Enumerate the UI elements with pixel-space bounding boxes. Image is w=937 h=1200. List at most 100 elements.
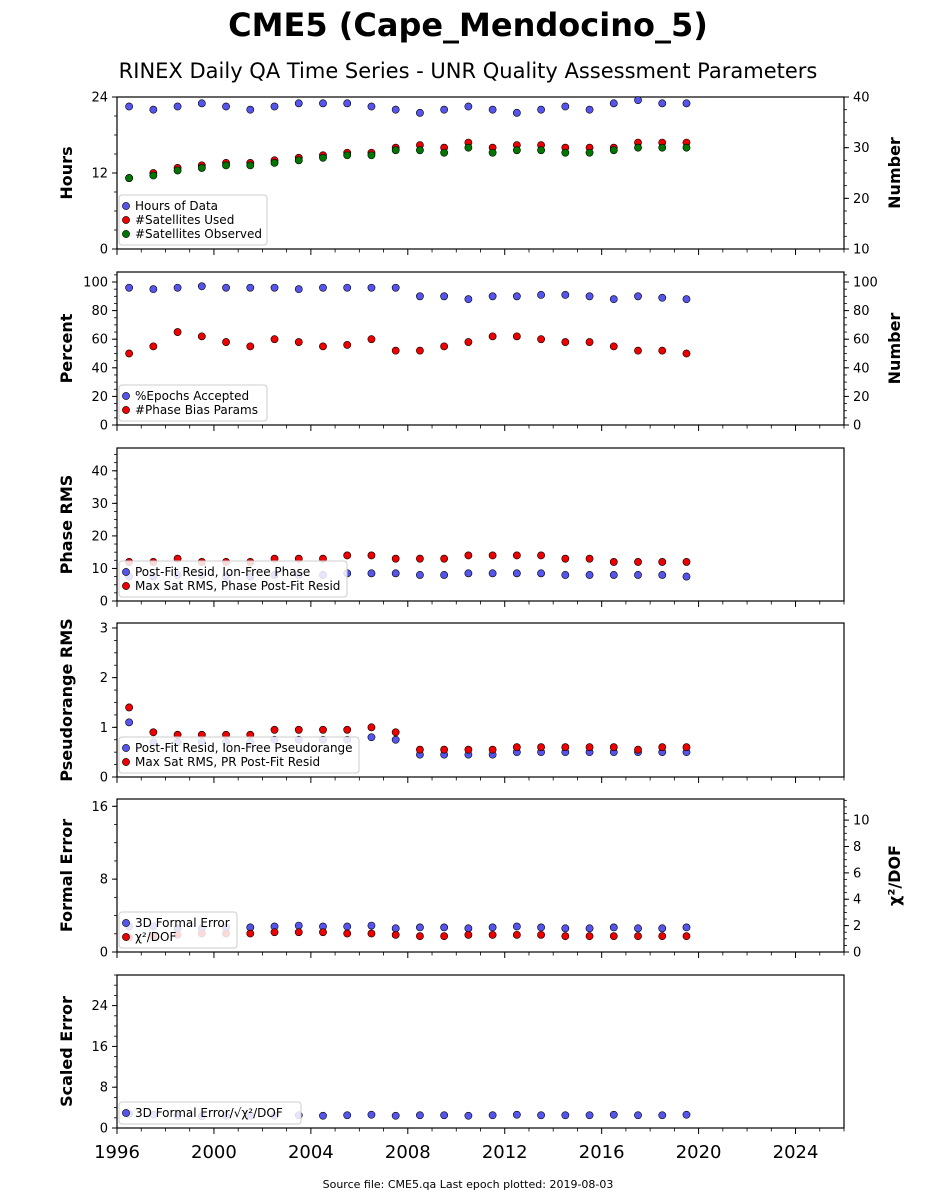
data-point xyxy=(658,932,667,941)
data-point xyxy=(391,346,400,355)
data-point xyxy=(512,569,521,578)
legend-box xyxy=(118,560,348,598)
y-tick-label: 0 xyxy=(100,595,108,610)
data-point xyxy=(512,743,521,752)
data-point xyxy=(391,728,400,737)
legend-entry: #Phase Bias Params xyxy=(135,403,258,417)
figure-footer: Source file: CME5.qa Last epoch plotted:… xyxy=(323,1178,614,1191)
data-point xyxy=(197,164,206,172)
y-right-tick-label: 10 xyxy=(853,243,870,258)
data-point xyxy=(197,99,206,108)
data-point xyxy=(537,551,545,560)
data-point xyxy=(634,571,642,579)
data-point xyxy=(464,745,473,754)
y-axis-label: Phase RMS xyxy=(57,475,76,575)
x-tick-label: 2000 xyxy=(191,1142,237,1163)
y-tick-label: 30 xyxy=(91,497,108,512)
data-point xyxy=(585,571,594,579)
legend: 3D Formal Error/√χ²/DOF xyxy=(118,1101,302,1125)
legend-entry: Post-Fit Resid, Ion-Free Phase xyxy=(135,565,310,579)
data-point xyxy=(149,342,158,351)
legend-entry: #Satellites Used xyxy=(135,213,234,227)
y-tick-label: 20 xyxy=(91,390,108,405)
data-point xyxy=(416,146,424,155)
data-point xyxy=(391,569,400,578)
data-point xyxy=(391,735,400,744)
data-point xyxy=(634,143,642,152)
data-point xyxy=(585,292,594,301)
legend-marker xyxy=(122,406,130,414)
data-point xyxy=(512,292,521,301)
data-point xyxy=(561,338,570,346)
figure-title: CME5 (Cape_Mendocino_5) xyxy=(228,6,708,44)
data-point xyxy=(658,143,667,152)
data-point xyxy=(609,146,618,155)
y-right-tick-label: 60 xyxy=(853,333,870,348)
data-point xyxy=(658,346,667,355)
legend-box xyxy=(118,194,268,246)
data-point xyxy=(634,558,642,566)
data-point xyxy=(537,569,545,578)
data-point xyxy=(343,922,352,931)
data-point xyxy=(319,725,327,734)
legend-marker xyxy=(122,744,130,752)
legend-marker xyxy=(122,758,130,766)
data-point xyxy=(440,1111,449,1120)
data-point xyxy=(682,572,691,581)
panel-phase_rms: 0 10 20 30 40 Phase RMS Post-Fit Resid, Ion-Fr… xyxy=(57,447,845,610)
legend: Hours of Data#Satellites Used#Satellites… xyxy=(118,194,268,246)
data-point xyxy=(246,105,255,114)
data-point xyxy=(246,283,255,292)
data-point xyxy=(319,1111,327,1120)
y-right-tick-label: 8 xyxy=(853,840,861,855)
y-tick-label: 1 xyxy=(100,721,108,736)
legend-entry: Max Sat RMS, Phase Post-Fit Resid xyxy=(135,579,340,593)
data-point xyxy=(585,924,594,933)
data-point xyxy=(367,283,376,292)
y-tick-label: 16 xyxy=(91,1040,108,1055)
data-point xyxy=(464,143,473,152)
data-point xyxy=(682,743,691,752)
legend-marker xyxy=(122,1109,130,1117)
data-point xyxy=(294,338,303,346)
legend: Post-Fit Resid, Ion-Free PseudorangeMax … xyxy=(118,736,360,774)
y-right-tick-label: 2 xyxy=(853,919,861,934)
y-axis-label: Pseudorange RMS xyxy=(57,618,76,781)
y-tick-label: 20 xyxy=(91,529,108,544)
x-tick-label: 2008 xyxy=(385,1142,431,1163)
series-1 xyxy=(125,928,691,942)
data-point xyxy=(634,346,642,355)
data-point xyxy=(270,102,279,111)
data-point xyxy=(609,571,618,579)
legend-entry: 3D Formal Error xyxy=(135,916,230,930)
data-point xyxy=(634,924,642,933)
data-point xyxy=(343,151,352,160)
data-point xyxy=(537,146,545,155)
y-tick-label: 16 xyxy=(91,800,108,815)
y-tick-label: 10 xyxy=(91,562,108,577)
data-point xyxy=(125,174,134,182)
data-point xyxy=(440,292,449,301)
data-point xyxy=(585,932,594,941)
data-point xyxy=(416,554,424,563)
data-point xyxy=(343,341,352,349)
y-axis-label: Scaled Error xyxy=(57,996,76,1107)
y-tick-label: 8 xyxy=(100,1081,108,1096)
data-point xyxy=(416,923,424,932)
y-tick-label: 24 xyxy=(91,999,108,1014)
data-point xyxy=(585,338,594,346)
data-point xyxy=(537,743,545,752)
data-point xyxy=(125,102,134,111)
data-point xyxy=(367,569,376,578)
data-point xyxy=(319,153,327,162)
data-point xyxy=(682,99,691,108)
data-point xyxy=(416,745,424,754)
data-point xyxy=(173,283,182,292)
data-point xyxy=(512,922,521,931)
data-point xyxy=(488,148,497,157)
data-point xyxy=(440,554,449,563)
data-point xyxy=(319,928,327,937)
data-point xyxy=(391,930,400,939)
